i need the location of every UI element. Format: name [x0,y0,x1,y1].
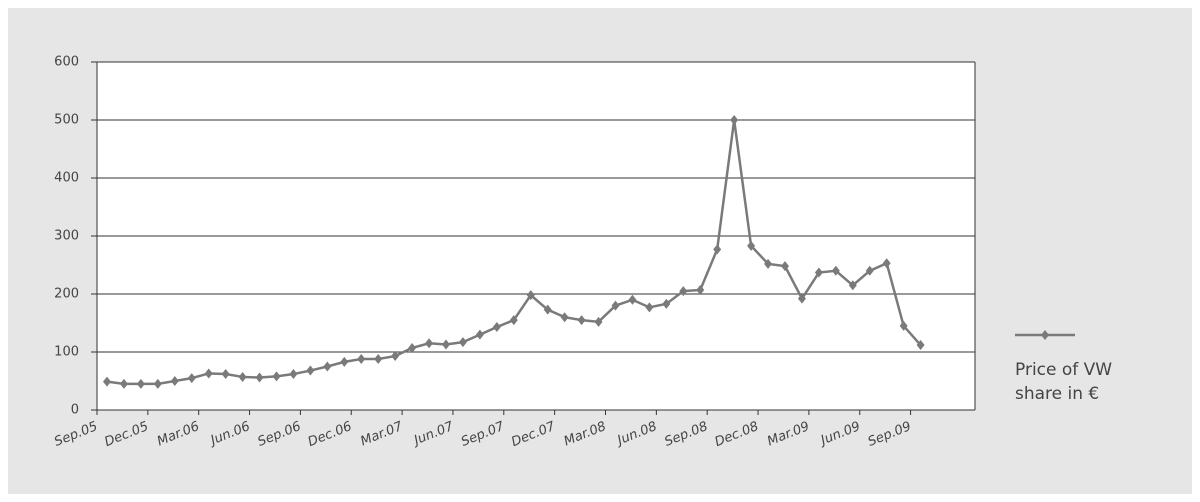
x-tick-label: Mar.08 [562,419,608,449]
x-tick-label: Mar.06 [155,419,201,449]
x-tick-label: Sep.06 [256,419,304,450]
y-tick-label: 100 [54,345,79,360]
marker [136,378,145,389]
x-tick-label: Jun.06 [206,419,252,449]
marker [492,322,501,333]
x-tick-label: Jun.09 [816,419,862,449]
x-tick-label: Dec.05 [103,419,151,450]
marker [153,378,162,389]
marker [594,316,603,327]
marker [425,338,434,349]
marker [119,378,128,389]
marker [747,240,756,251]
x-tick-label: Sep.09 [866,419,914,450]
marker [662,298,671,309]
marker [814,267,823,278]
marker [442,339,450,350]
legend-label: Price of VW share in € [1015,360,1113,404]
marker [916,340,925,351]
marker [289,369,298,380]
y-tick-label: 400 [54,171,79,186]
marker [357,353,366,364]
y-tick-label: 0 [71,403,79,418]
marker [696,284,705,295]
marker [611,300,620,311]
marker [543,304,552,315]
marker [645,302,654,313]
marker [560,312,569,323]
marker [781,261,789,272]
marker [628,294,637,305]
y-tick-label: 500 [54,113,79,128]
x-tick-label: Dec.06 [306,419,354,450]
marker [323,361,332,372]
legend-marker [1041,330,1049,340]
x-tick-label: Dec.07 [509,419,558,450]
marker [577,315,586,326]
marker [340,356,349,367]
marker [679,286,688,297]
marker [475,329,484,340]
x-tick-label: Mar.07 [358,419,405,450]
marker [408,342,417,353]
marker [238,371,247,382]
marker [797,293,806,304]
y-tick-label: 200 [54,287,79,302]
x-tick-label: Dec.08 [713,419,761,450]
marker [391,351,400,362]
marker [713,244,722,255]
marker [272,371,281,382]
y-tick-label: 600 [54,55,79,70]
marker [730,115,739,125]
marker [170,376,179,386]
marker [306,365,315,376]
marker [221,369,230,380]
marker [509,315,518,326]
marker [187,373,196,384]
marker [374,353,383,364]
x-tick-label: Sep.05 [52,419,100,450]
marker [764,258,773,269]
marker [848,280,857,291]
marker [899,320,908,331]
y-tick-label: 300 [54,229,79,244]
marker [458,337,467,348]
x-tick-label: Jun.07 [409,419,456,450]
marker [865,265,874,276]
x-tick-label: Jun.08 [613,419,659,449]
marker [831,265,840,276]
marker [103,376,111,387]
marker [526,290,535,301]
x-tick-label: Mar.09 [765,419,811,449]
marker [882,258,891,269]
marker [204,368,213,379]
x-tick-label: Sep.08 [662,419,710,450]
x-tick-label: Sep.07 [459,419,507,450]
marker [255,372,264,383]
